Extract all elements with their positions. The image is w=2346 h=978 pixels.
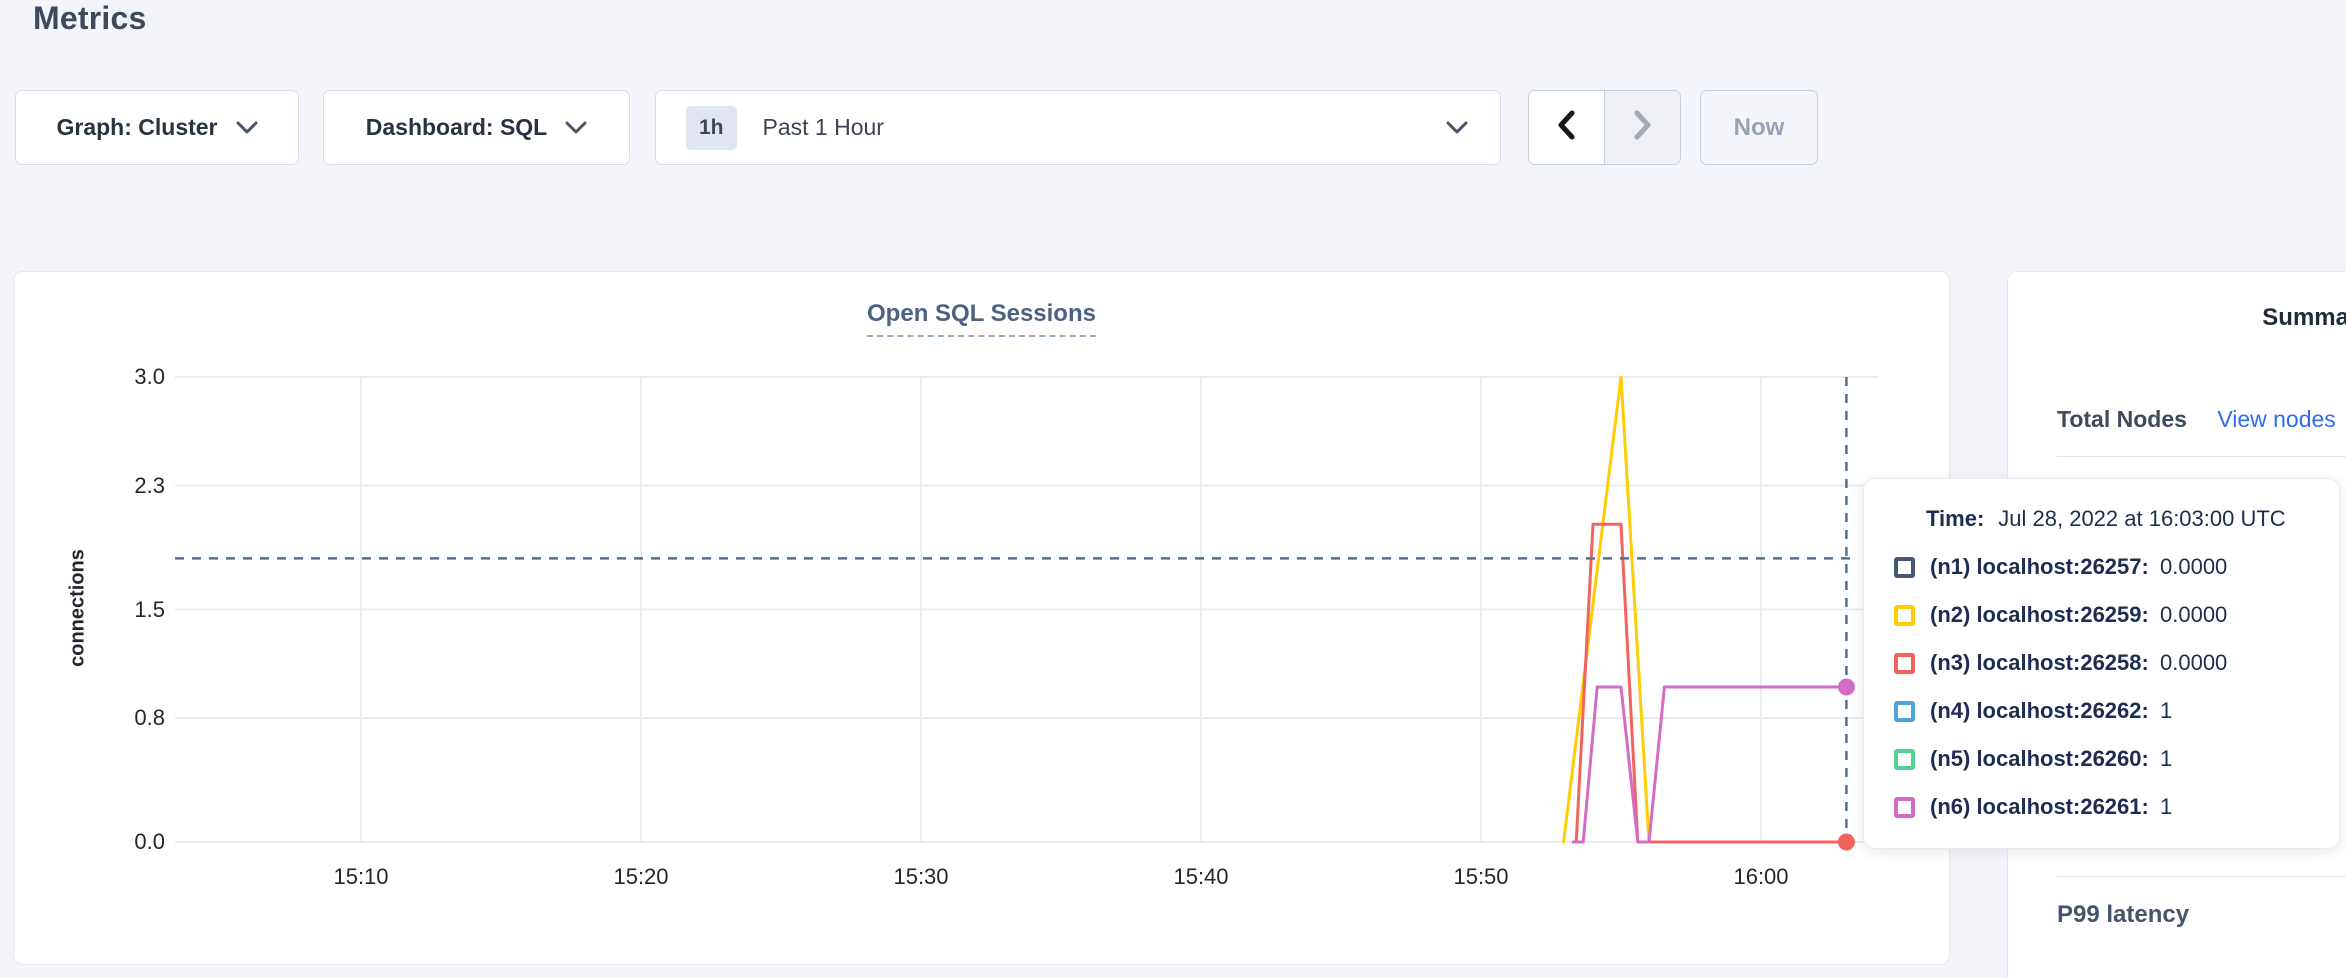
chevron-down-icon [1446, 121, 1468, 134]
tooltip-series-row: (n3) localhost:26258: 0.0000 [1864, 650, 2339, 676]
tooltip-series-row: (n5) localhost:26260: 1 [1864, 746, 2339, 772]
tooltip-node-label: (n5) localhost:26260: [1930, 746, 2149, 771]
y-tick-label: 0.0 [134, 829, 165, 854]
tooltip-node-label: (n1) localhost:26257: [1930, 554, 2149, 579]
time-range-label: Past 1 Hour [762, 114, 884, 140]
series-color-swatch-icon [1894, 604, 1915, 626]
tooltip-time-label: Time: [1926, 506, 1985, 531]
next-range-button[interactable] [1605, 91, 1680, 164]
total-nodes-label: Total Nodes [2057, 406, 2187, 432]
tooltip-node-value: 0.0000 [2160, 602, 2228, 627]
chevron-left-icon [1558, 110, 1575, 145]
x-tick-label: 15:10 [333, 864, 389, 889]
tooltip-node-label: (n6) localhost:26261: [1930, 794, 2149, 819]
tooltip-node-label: (n3) localhost:26258: [1930, 650, 2149, 675]
tooltip-series-rows: (n1) localhost:26257: 0.0000 (n2) localhos… [1864, 554, 2339, 820]
y-axis-label: connections [66, 549, 89, 667]
x-tick-label: 15:40 [1173, 864, 1229, 889]
tooltip-node-value: 1 [2160, 746, 2173, 771]
chart-title[interactable]: Open SQL Sessions [867, 300, 1096, 337]
graph-source-dropdown-label: Graph: Cluster [56, 114, 218, 140]
tooltip-node-value: 0.0000 [2160, 650, 2228, 675]
tooltip-series-row: (n4) localhost:26262: 1 [1864, 698, 2339, 724]
tooltip-series-row: (n6) localhost:26261: 1 [1864, 794, 2339, 820]
time-range-pager [1528, 90, 1681, 165]
series-color-swatch-icon [1894, 652, 1915, 674]
now-button[interactable]: Now [1700, 90, 1818, 165]
graph-source-dropdown[interactable]: Graph: Cluster [15, 90, 299, 165]
view-nodes-link[interactable]: View nodes [2217, 406, 2336, 432]
x-tick-label: 15:30 [893, 864, 949, 889]
summary-heading: Summary [2262, 304, 2346, 331]
time-range-badge: 1h [686, 105, 737, 150]
dashboard-dropdown-label: Dashboard: SQL [365, 114, 548, 140]
tooltip-time-value: Jul 28, 2022 at 16:03:00 UTC [1998, 506, 2286, 531]
series-color-swatch-icon [1894, 556, 1915, 578]
chevron-down-icon [236, 121, 258, 134]
sidebar-divider [2057, 456, 2346, 457]
sidebar-divider [2057, 876, 2346, 877]
tooltip-node-value: 0.0000 [2160, 554, 2228, 579]
y-tick-label: 1.5 [134, 596, 165, 622]
tooltip-node-value: 1 [2160, 794, 2173, 819]
tooltip-node-label: (n2) localhost:26259: [1930, 602, 2149, 627]
chevron-down-icon [565, 121, 587, 134]
dashboard-dropdown[interactable]: Dashboard: SQL [323, 90, 630, 165]
x-tick-label: 15:50 [1453, 864, 1509, 889]
x-tick-label: 16:00 [1733, 864, 1789, 889]
now-button-label: Now [1733, 113, 1785, 141]
series-color-swatch-icon [1894, 748, 1915, 770]
p99-latency-label: P99 latency [2057, 901, 2190, 928]
series-color-swatch-icon [1894, 700, 1915, 722]
chart-panel[interactable] [13, 271, 1950, 965]
series-color-swatch-icon [1894, 796, 1915, 818]
tooltip-node-value: 1 [2160, 698, 2173, 723]
y-tick-label: 2.3 [134, 472, 165, 498]
x-tick-label: 15:20 [613, 864, 669, 889]
tooltip-time-row: Time: Jul 28, 2022 at 16:03:00 UTC [1926, 506, 2339, 532]
y-tick-label: 0.8 [134, 705, 165, 730]
tooltip-series-row: (n2) localhost:26259: 0.0000 [1864, 602, 2339, 628]
tooltip-node-label: (n4) localhost:26262: [1930, 698, 2149, 723]
total-nodes-row: Total Nodes View nodes [2057, 406, 2336, 433]
page-title: Metrics [33, 0, 147, 36]
previous-range-button[interactable] [1529, 91, 1605, 164]
chart-hover-tooltip: Time: Jul 28, 2022 at 16:03:00 UTC (n1) l… [1863, 478, 2340, 849]
time-range-dropdown[interactable]: 1h Past 1 Hour [655, 90, 1501, 165]
y-tick-label: 3.0 [134, 364, 165, 389]
chevron-right-icon [1634, 110, 1651, 145]
tooltip-series-row: (n1) localhost:26257: 0.0000 [1864, 554, 2339, 580]
